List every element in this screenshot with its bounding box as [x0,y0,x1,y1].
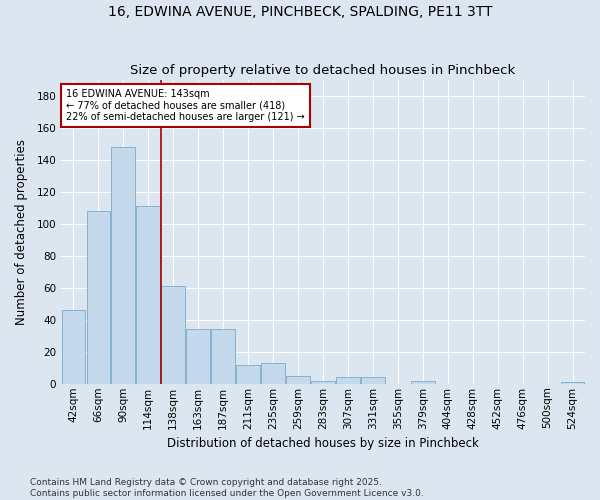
Bar [136,206,160,384]
Text: Contains HM Land Registry data © Crown copyright and database right 2025.
Contai: Contains HM Land Registry data © Crown c… [30,478,424,498]
Bar [261,363,285,384]
Y-axis label: Number of detached properties: Number of detached properties [15,138,28,324]
Bar [211,330,235,384]
Bar [336,378,360,384]
Bar [361,378,385,384]
Bar [311,380,335,384]
Bar [236,364,260,384]
Bar [560,382,584,384]
Bar [286,376,310,384]
Bar [86,211,110,384]
Bar [161,286,185,384]
Bar [187,330,210,384]
X-axis label: Distribution of detached houses by size in Pinchbeck: Distribution of detached houses by size … [167,437,479,450]
Bar [112,147,135,384]
Title: Size of property relative to detached houses in Pinchbeck: Size of property relative to detached ho… [130,64,515,77]
Bar [62,310,85,384]
Bar [411,380,434,384]
Text: 16 EDWINA AVENUE: 143sqm
← 77% of detached houses are smaller (418)
22% of semi-: 16 EDWINA AVENUE: 143sqm ← 77% of detach… [66,88,305,122]
Text: 16, EDWINA AVENUE, PINCHBECK, SPALDING, PE11 3TT: 16, EDWINA AVENUE, PINCHBECK, SPALDING, … [108,5,492,19]
